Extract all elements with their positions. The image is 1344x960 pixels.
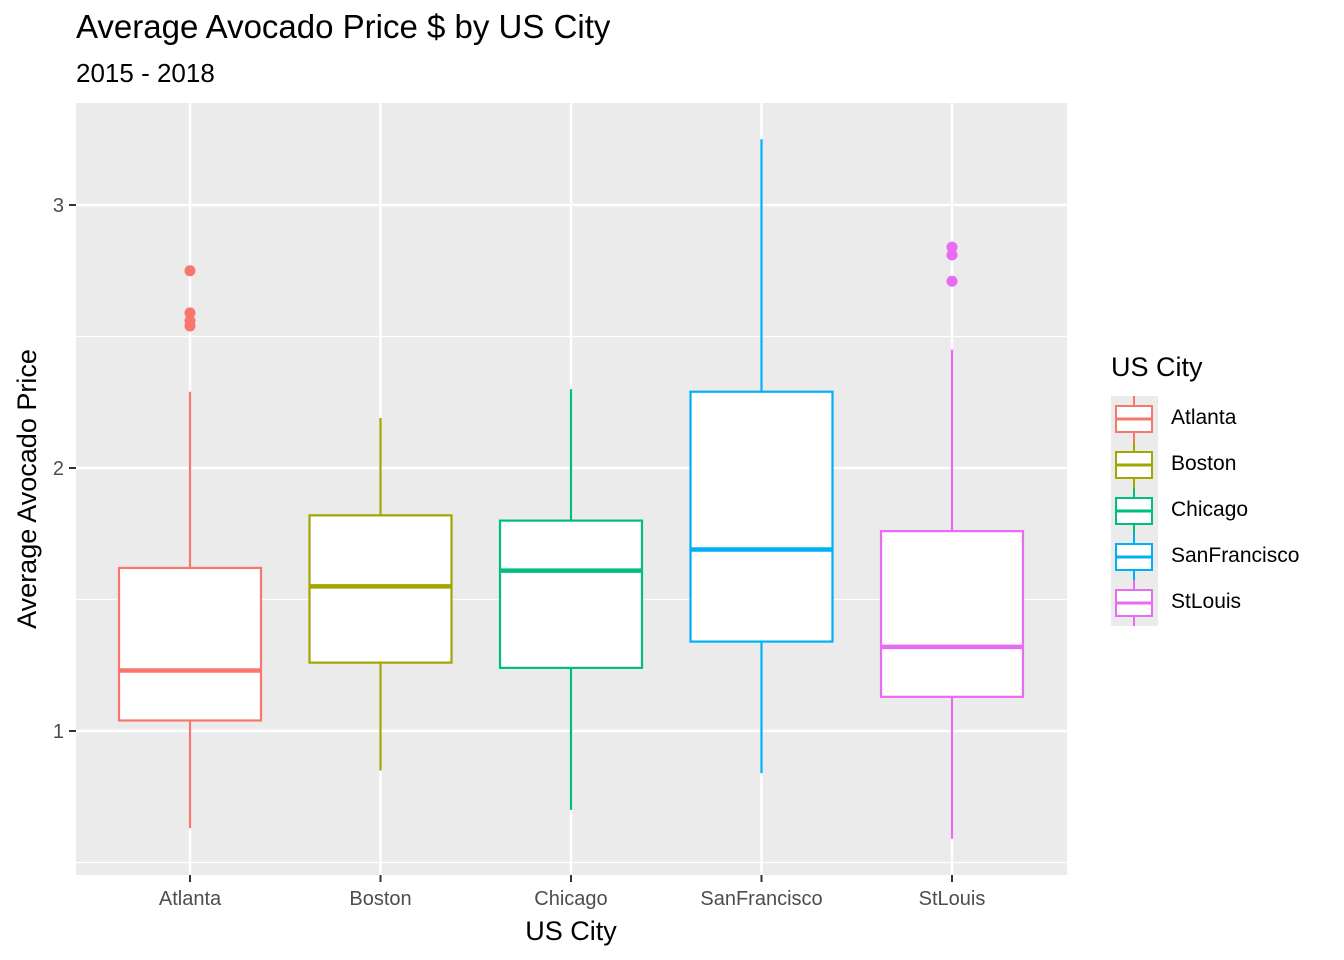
box xyxy=(498,519,644,669)
boxplots xyxy=(117,139,1025,839)
legend-key-stlouis xyxy=(1115,580,1153,626)
legend-key-atlanta xyxy=(1115,396,1153,442)
box xyxy=(308,514,453,664)
x-axis: Atlanta Boston Chicago SanFrancisco StLouis xyxy=(159,875,985,910)
outlier-point xyxy=(184,307,196,319)
chart-title: Average Avocado Price $ by US City xyxy=(76,8,611,45)
box xyxy=(879,530,1025,698)
x-tick-label: StLouis xyxy=(919,888,986,910)
chart-subtitle: 2015 - 2018 xyxy=(76,58,215,88)
legend-label: SanFrancisco xyxy=(1171,544,1300,567)
legend-key-sanfrancisco xyxy=(1115,534,1153,580)
legend-label: Boston xyxy=(1171,452,1237,475)
legend-keys xyxy=(1115,396,1153,626)
x-axis-label: US City xyxy=(525,916,617,946)
x-tick-label: Chicago xyxy=(534,888,607,910)
boxplot-atlanta xyxy=(117,265,263,829)
legend-label: Chicago xyxy=(1171,498,1249,521)
outlier-point xyxy=(946,275,958,287)
box xyxy=(117,566,263,722)
legend-key-chicago xyxy=(1115,488,1153,534)
legend-label: StLouis xyxy=(1171,590,1242,613)
box xyxy=(689,390,834,643)
y-tick-label: 3 xyxy=(53,195,64,217)
outlier-point xyxy=(946,241,958,253)
y-tick-label: 1 xyxy=(53,721,64,743)
boxplot-sanfrancisco xyxy=(689,139,834,774)
outlier-point xyxy=(946,249,958,261)
legend-label: Atlanta xyxy=(1171,406,1237,429)
boxplot-chicago xyxy=(498,389,644,810)
boxplot-boston xyxy=(308,418,453,771)
boxplot-stlouis xyxy=(879,241,1025,839)
x-tick-label: Atlanta xyxy=(159,888,222,910)
x-tick-label: SanFrancisco xyxy=(700,888,822,910)
outlier-point xyxy=(184,265,196,277)
legend-key-boston xyxy=(1115,442,1153,488)
y-axis-label: Average Avocado Price xyxy=(12,349,42,629)
x-tick-label: Boston xyxy=(349,888,411,910)
y-axis: 1 2 3 xyxy=(53,195,76,743)
outlier-point xyxy=(184,315,196,327)
y-tick-label: 2 xyxy=(53,458,64,480)
legend-title: US City xyxy=(1111,352,1203,382)
